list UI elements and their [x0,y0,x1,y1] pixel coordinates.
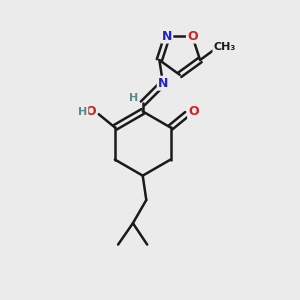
Text: N: N [162,30,172,43]
Text: H: H [78,107,88,117]
Text: O: O [86,105,97,118]
Text: H: H [129,93,138,103]
Text: O: O [187,30,198,43]
Text: CH₃: CH₃ [213,42,236,52]
Text: N: N [158,77,168,90]
Text: O: O [188,105,199,118]
